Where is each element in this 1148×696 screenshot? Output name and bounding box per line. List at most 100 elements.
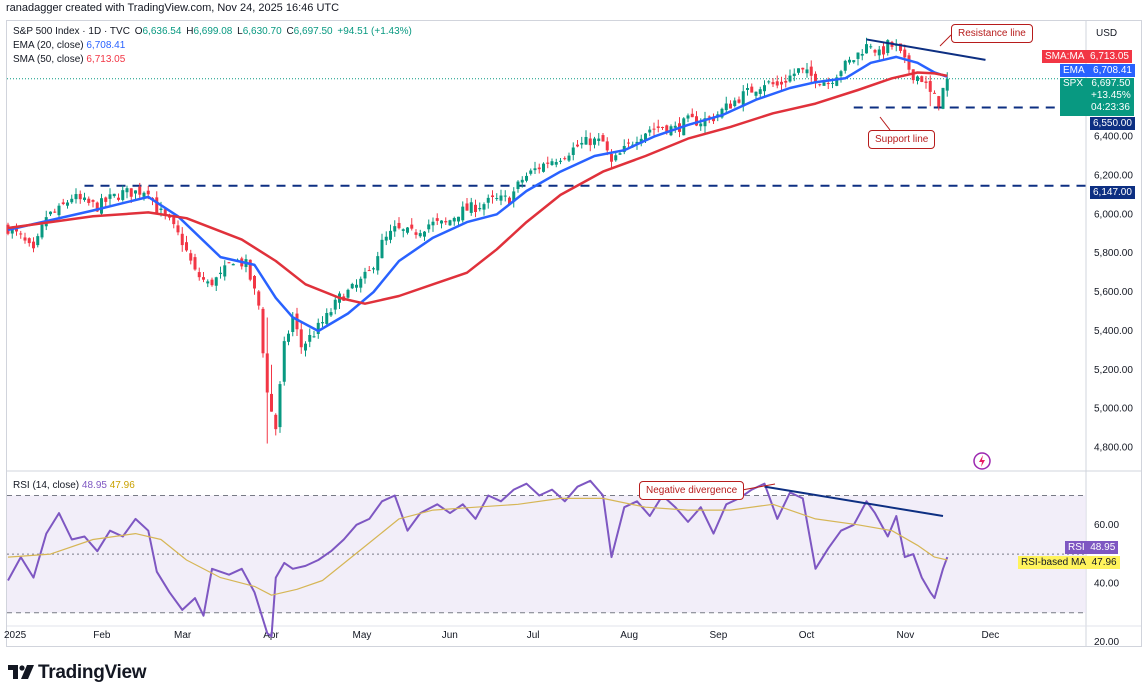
candle-body xyxy=(350,283,354,289)
spx-price-tag: SPX 6,697.50 +13.45% 04:23:36 xyxy=(1060,78,1134,116)
candle-body xyxy=(886,40,890,53)
candle-body xyxy=(478,208,482,210)
support-price-tag: 6,550.00 xyxy=(1090,117,1135,130)
candle-body xyxy=(941,87,945,109)
legend-sma[interactable]: SMA (50, close) 6,713.05 xyxy=(13,54,126,65)
candle-body xyxy=(410,224,414,229)
candle-body xyxy=(359,278,363,288)
candle-body xyxy=(448,220,452,226)
candle-body xyxy=(597,138,601,141)
lightning-icon[interactable] xyxy=(972,451,992,471)
currency-label[interactable]: USD xyxy=(1096,28,1118,39)
candle-body xyxy=(554,162,558,165)
candle-body xyxy=(452,217,456,222)
candle-body xyxy=(656,126,660,128)
candle-body xyxy=(112,193,116,197)
ema-price-tag: EMA 6,708.41 xyxy=(1060,64,1135,77)
candle-body xyxy=(219,272,222,275)
rsi-ma-line xyxy=(7,497,948,596)
candle-body xyxy=(227,262,231,264)
candle-body xyxy=(142,192,146,197)
time-tick-label: Jun xyxy=(442,630,458,641)
candle-body xyxy=(440,220,443,224)
candle-body xyxy=(83,197,86,200)
time-tick-label: May xyxy=(353,630,372,641)
candle-body xyxy=(355,284,358,288)
candle-body xyxy=(189,253,193,261)
negative-divergence-note[interactable]: Negative divergence xyxy=(639,481,745,500)
candle-body xyxy=(253,275,256,289)
candle-body xyxy=(690,113,694,118)
price-tick-label: 5,800.00 xyxy=(1094,248,1133,259)
candle-body xyxy=(792,73,796,77)
candle-body xyxy=(703,118,707,127)
trendlines xyxy=(866,34,986,131)
candle-body xyxy=(835,77,839,86)
candle-body xyxy=(503,195,507,197)
candle-body xyxy=(282,341,286,382)
ema-line xyxy=(7,55,948,333)
candle-body xyxy=(924,81,928,83)
candle-body xyxy=(822,82,826,86)
candle-body xyxy=(333,299,337,310)
change-value: +94.51 (+1.43%) xyxy=(337,26,412,37)
rsi-ma-tag: RSI-based MA 47.96 xyxy=(1018,556,1120,569)
candle-body xyxy=(108,194,112,199)
candle-body xyxy=(843,60,847,71)
candle-body xyxy=(261,308,265,354)
candle-body xyxy=(525,175,528,181)
brand-label: TradingView xyxy=(38,662,147,683)
divergence-note-pointer xyxy=(741,483,776,491)
candle-body xyxy=(797,68,800,73)
candle-body xyxy=(520,179,524,183)
candle-body xyxy=(10,228,14,234)
resistance-line-note[interactable]: Resistance line xyxy=(951,24,1033,43)
rsi-pane xyxy=(7,479,1086,638)
candle-body xyxy=(248,259,252,280)
candle-body xyxy=(814,73,817,84)
candle-body xyxy=(831,82,834,84)
candle-body xyxy=(848,59,851,63)
rsi-ma-value: 47.96 xyxy=(109,480,135,491)
legend-ema[interactable]: EMA (20, close) 6,708.41 xyxy=(13,40,126,51)
candle-body xyxy=(499,195,503,201)
candle-body xyxy=(588,138,592,146)
candle-body xyxy=(882,46,885,55)
candle-body xyxy=(546,162,550,164)
legend-rsi[interactable]: RSI (14, close) 48.95 47.96 xyxy=(13,480,135,491)
candle-body xyxy=(686,115,690,119)
candle-body xyxy=(550,161,554,166)
candle-body xyxy=(457,216,460,222)
candle-body xyxy=(346,289,350,298)
open-value: 6,636.54 xyxy=(142,26,182,37)
candle-body xyxy=(15,228,18,232)
candle-body xyxy=(210,279,214,286)
candle-body xyxy=(933,92,936,94)
sma-price-tag: SMA:MA 6,713.05 xyxy=(1042,50,1132,63)
candle-body xyxy=(176,225,180,233)
candle-body xyxy=(444,221,448,223)
support-line-note[interactable]: Support line xyxy=(868,130,936,149)
resistance-note-pointer xyxy=(939,34,952,47)
candle-body xyxy=(53,211,57,213)
candle-body xyxy=(491,195,494,198)
candle-body xyxy=(180,233,184,246)
candle-body xyxy=(406,227,409,233)
candle-body xyxy=(66,202,69,206)
price-tick-label: 6,200.00 xyxy=(1094,170,1133,181)
candle-body xyxy=(758,89,762,94)
candle-body xyxy=(78,193,82,200)
resistance-trendline xyxy=(866,38,986,61)
candle-body xyxy=(865,44,868,54)
candle-body xyxy=(121,190,125,200)
candle-body xyxy=(593,138,596,145)
price-tick-label: 5,200.00 xyxy=(1094,365,1133,376)
candle-body xyxy=(231,263,235,266)
footer-brand[interactable]: TradingView xyxy=(8,662,147,684)
candle-body xyxy=(750,86,754,93)
price-tick-label: 6,000.00 xyxy=(1094,209,1133,220)
candle-body xyxy=(873,49,877,53)
symbol-label[interactable]: S&P 500 Index · 1D · TVC xyxy=(13,26,130,37)
candle-body xyxy=(869,46,873,48)
